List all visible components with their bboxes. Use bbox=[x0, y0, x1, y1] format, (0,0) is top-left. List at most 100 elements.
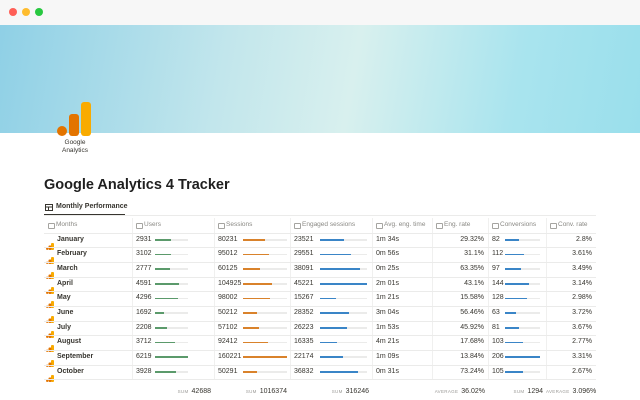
header-icon bbox=[48, 223, 55, 229]
progress-bar bbox=[320, 297, 336, 300]
cell-value: 63 bbox=[492, 308, 500, 316]
minimize-button[interactable] bbox=[22, 8, 30, 16]
cell-value: 56.46% bbox=[460, 308, 484, 316]
cell-value: 81 bbox=[492, 323, 500, 331]
progress-bar bbox=[155, 356, 188, 358]
footer-label: SUM bbox=[177, 389, 189, 395]
cell-value: 2.67% bbox=[572, 367, 592, 375]
view-tab[interactable]: Monthly Performance bbox=[56, 203, 128, 210]
cell-value: 4296 bbox=[136, 294, 152, 302]
footer-value: 3.096% bbox=[572, 388, 597, 396]
progress-bar bbox=[155, 253, 172, 256]
cell-value: 6219 bbox=[136, 352, 152, 360]
maximize-button[interactable] bbox=[35, 8, 43, 16]
progress-bar bbox=[243, 356, 287, 358]
progress-track bbox=[155, 268, 188, 270]
page-title: Google Analytics 4 Tracker bbox=[44, 177, 230, 193]
month-name: March bbox=[57, 264, 78, 272]
footer-cell: SUM 316246 bbox=[290, 383, 369, 398]
column-divider bbox=[290, 218, 291, 379]
close-button[interactable] bbox=[9, 8, 17, 16]
progress-track bbox=[155, 327, 188, 329]
progress-bar bbox=[505, 356, 540, 358]
row-divider bbox=[44, 261, 596, 263]
progress-bar bbox=[155, 297, 178, 300]
cell-value: 2777 bbox=[136, 264, 152, 272]
cell-value: 3.14% bbox=[572, 279, 592, 287]
progress-bar bbox=[505, 327, 519, 329]
column-divider bbox=[372, 218, 373, 379]
footer-value: 316246 bbox=[345, 388, 369, 396]
progress-track bbox=[320, 356, 367, 358]
row-icon bbox=[46, 251, 54, 265]
cell-value: 3m 04s bbox=[376, 308, 399, 316]
header-icon bbox=[492, 223, 499, 229]
footer-cell: AVERAGE 36.02% bbox=[432, 383, 485, 398]
cell-value: 2.98% bbox=[572, 294, 592, 302]
cell-value: 2.8% bbox=[576, 235, 592, 243]
footer-label: SUM bbox=[245, 389, 257, 395]
divider bbox=[44, 215, 596, 216]
progress-track bbox=[243, 327, 287, 329]
tab-underline bbox=[44, 214, 125, 216]
cell-value: 2208 bbox=[136, 323, 152, 331]
column-divider bbox=[546, 218, 547, 379]
footer-cell: SUM 1294 bbox=[488, 383, 543, 398]
row-divider bbox=[44, 276, 596, 278]
month-name: May bbox=[57, 294, 71, 302]
progress-bar bbox=[243, 341, 269, 344]
cell-value: 29.32% bbox=[460, 235, 484, 243]
progress-track bbox=[243, 268, 287, 270]
progress-bar bbox=[320, 371, 359, 373]
cell-value: 57102 bbox=[218, 323, 238, 331]
month-name: April bbox=[57, 279, 73, 287]
progress-track bbox=[505, 239, 540, 241]
progress-bar bbox=[243, 297, 270, 300]
progress-bar bbox=[155, 312, 164, 314]
cell-value: 36832 bbox=[294, 367, 314, 375]
column-divider bbox=[488, 218, 489, 379]
progress-bar bbox=[505, 253, 525, 256]
progress-bar bbox=[155, 283, 180, 285]
cell-value: 3.72% bbox=[572, 308, 592, 316]
cell-value: 2.77% bbox=[572, 338, 592, 346]
cell-value: 128 bbox=[492, 294, 504, 302]
cell-value: 95012 bbox=[218, 250, 238, 258]
cell-value: 17.68% bbox=[460, 338, 484, 346]
month-name: February bbox=[57, 250, 87, 258]
row-divider bbox=[44, 305, 596, 307]
header-icon bbox=[294, 223, 301, 229]
cell-value: 0m 31s bbox=[376, 367, 399, 375]
footer-label: AVERAGE bbox=[546, 389, 570, 395]
progress-track bbox=[155, 253, 188, 256]
column-header: Sessions bbox=[226, 221, 253, 228]
cell-value: 26223 bbox=[294, 323, 314, 331]
progress-track bbox=[155, 312, 188, 314]
progress-track bbox=[155, 239, 188, 241]
row-icon bbox=[46, 295, 54, 309]
cell-value: 45.92% bbox=[460, 323, 484, 331]
cell-value: 3.61% bbox=[572, 250, 592, 258]
cell-value: 38091 bbox=[294, 264, 314, 272]
progress-bar bbox=[320, 239, 345, 241]
header-icon bbox=[550, 223, 557, 229]
row-icon bbox=[46, 266, 54, 279]
progress-bar bbox=[505, 371, 523, 373]
cell-value: 73.24% bbox=[460, 367, 484, 375]
header-icon bbox=[218, 223, 225, 229]
cell-value: 3.67% bbox=[572, 323, 592, 331]
row-divider bbox=[44, 335, 596, 337]
progress-bar bbox=[320, 327, 348, 329]
cell-value: 43.1% bbox=[464, 279, 484, 287]
cell-value: 82 bbox=[492, 235, 500, 243]
table-icon bbox=[45, 204, 53, 211]
cell-value: 3928 bbox=[136, 367, 152, 375]
divider bbox=[44, 232, 596, 234]
progress-track bbox=[505, 268, 540, 270]
row-icon bbox=[46, 325, 54, 338]
month-name: October bbox=[57, 367, 84, 375]
row-icon bbox=[46, 281, 54, 294]
footer-label: SUM bbox=[513, 389, 525, 395]
footer-cell: AVERAGE 3.096% bbox=[546, 383, 596, 398]
cell-value: 50212 bbox=[218, 308, 238, 316]
